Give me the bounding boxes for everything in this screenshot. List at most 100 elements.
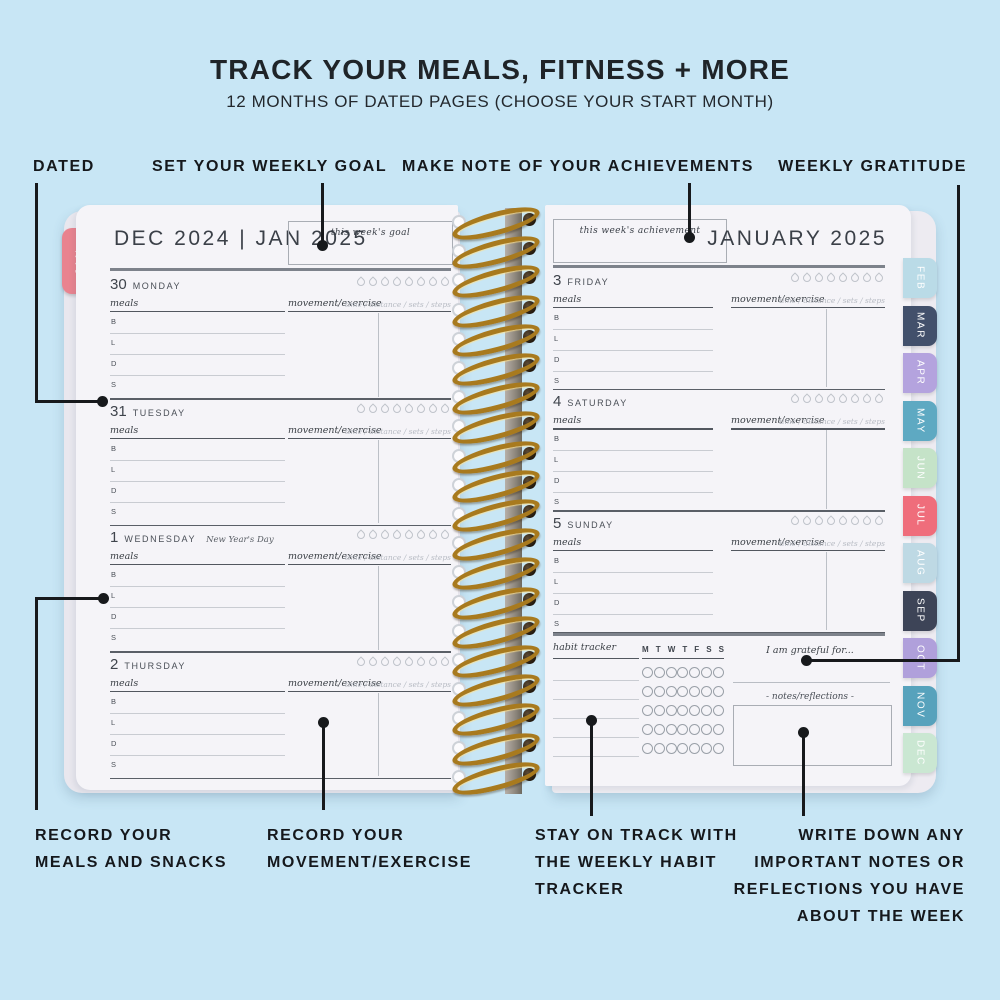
habit-circle [712,724,724,735]
stats-label: time / distance / sets / steps [345,300,451,309]
day-divider [110,524,451,526]
tab-jun: JUN [903,448,937,488]
water-drop-icon [355,529,367,541]
punch-hole [523,388,536,402]
water-drop-icon [415,655,427,668]
column-divider [378,313,379,397]
punch-hole [523,680,536,694]
tab-label: FEB [914,265,926,291]
habit-day-header: F [694,645,700,654]
habit-circle [665,686,677,697]
water-drop-icon [439,402,451,415]
water-drop-icon [367,655,379,668]
underline [553,307,713,309]
meal-row-label: D [554,597,560,607]
meal-row-line [110,628,285,629]
callout-gratitude: WEEKLY GRATITUDE [778,158,967,175]
water-tracker [789,272,885,284]
punch-hole [452,361,466,375]
meal-row-line [110,754,285,756]
weekly-achievement-box-label: this week's achievement [579,226,701,236]
habit-row-line [553,680,639,681]
meal-row-label: D [111,359,117,368]
weekly-achievement-box: this week's achievement [553,219,727,263]
tab-label: AUG [914,549,926,577]
water-drop-icon [813,514,825,527]
meal-row-line [553,350,713,351]
water-drop-icon [391,276,403,288]
water-drop-icon [439,276,451,288]
meals-label: meals [110,298,139,309]
divider [553,265,885,268]
water-drop-icon [801,272,813,284]
water-drop-icon [355,402,367,415]
column-divider [378,439,379,523]
habit-circle [642,743,653,754]
punch-hole [523,242,536,256]
weekly-goal-box-label: this week's goal [330,228,411,238]
callout-dot [801,655,812,666]
underline [288,437,451,439]
callout-line [688,183,691,235]
habit-circle [712,667,724,678]
habit-circle [653,686,665,697]
habit-circle [653,724,665,735]
habit-circle [701,705,713,716]
meal-row-label: L [554,334,559,343]
habit-circle [642,705,653,716]
punch-hole [452,536,466,551]
column-divider [826,430,827,509]
water-drop-icon [837,393,849,405]
callout-weekly-goal: SET YOUR WEEKLY GOAL [152,158,388,175]
meal-row-label: S [111,633,117,642]
day-number: 31 [110,402,127,420]
notes-reflections-label: - notes/reflections - [766,692,854,702]
punch-hole [452,769,466,784]
habit-row-line [553,699,639,700]
habit-circle [642,724,653,735]
callout-line [957,185,960,662]
tab-label: MAY [914,407,926,434]
right-page: this week's achievement JANUARY 2025 3 FR… [545,205,911,786]
day-divider [553,388,885,391]
punch-hole [523,592,536,606]
underline [553,658,639,660]
punch-hole [523,738,536,752]
stats-label: time / distance / sets / steps [779,296,885,305]
day-block: 1 WEDNESDAY New Year's Day meals movement/ex… [110,526,451,653]
tab-oct: OCT [903,638,937,678]
habit-circle [689,743,701,754]
day-block: 31 TUESDAY meals movement/exercise time / di… [110,400,451,526]
stats-label: time / distance / sets / steps [779,538,885,548]
water-tracker [789,393,885,405]
water-drop-icon [861,514,873,527]
meal-row-label: S [554,497,560,507]
tab-may: MAY [903,400,937,441]
day-divider [110,777,451,779]
water-drop-icon [391,402,403,415]
habit-day-header: W [667,645,676,654]
punch-hole [452,711,466,726]
meal-row-label: B [111,696,117,706]
punch-hole [523,563,536,577]
stats-label: time / distance / sets / steps [779,417,885,427]
day-name: THURSDAY [124,660,186,671]
punch-hole [523,651,536,664]
water-drop-icon [825,514,837,527]
month-tabs: FEB MAR APR MAY JUN JUL AUG SEP OCT NOV DEC [903,258,937,773]
habit-row [642,743,724,754]
meal-row-line [553,571,713,573]
underline [110,437,285,439]
water-drop-icon [403,655,415,668]
punch-hole [452,244,466,259]
punch-hole [452,565,466,580]
meal-row-label: D [111,612,117,621]
movement-label: movement/exercise [288,424,382,436]
habit-circle [712,743,724,754]
punch-hole [452,215,466,229]
meal-row-label: D [554,355,560,364]
water-drop-icon [825,272,837,284]
callout-dot [798,727,809,738]
punch-hole [452,623,466,638]
